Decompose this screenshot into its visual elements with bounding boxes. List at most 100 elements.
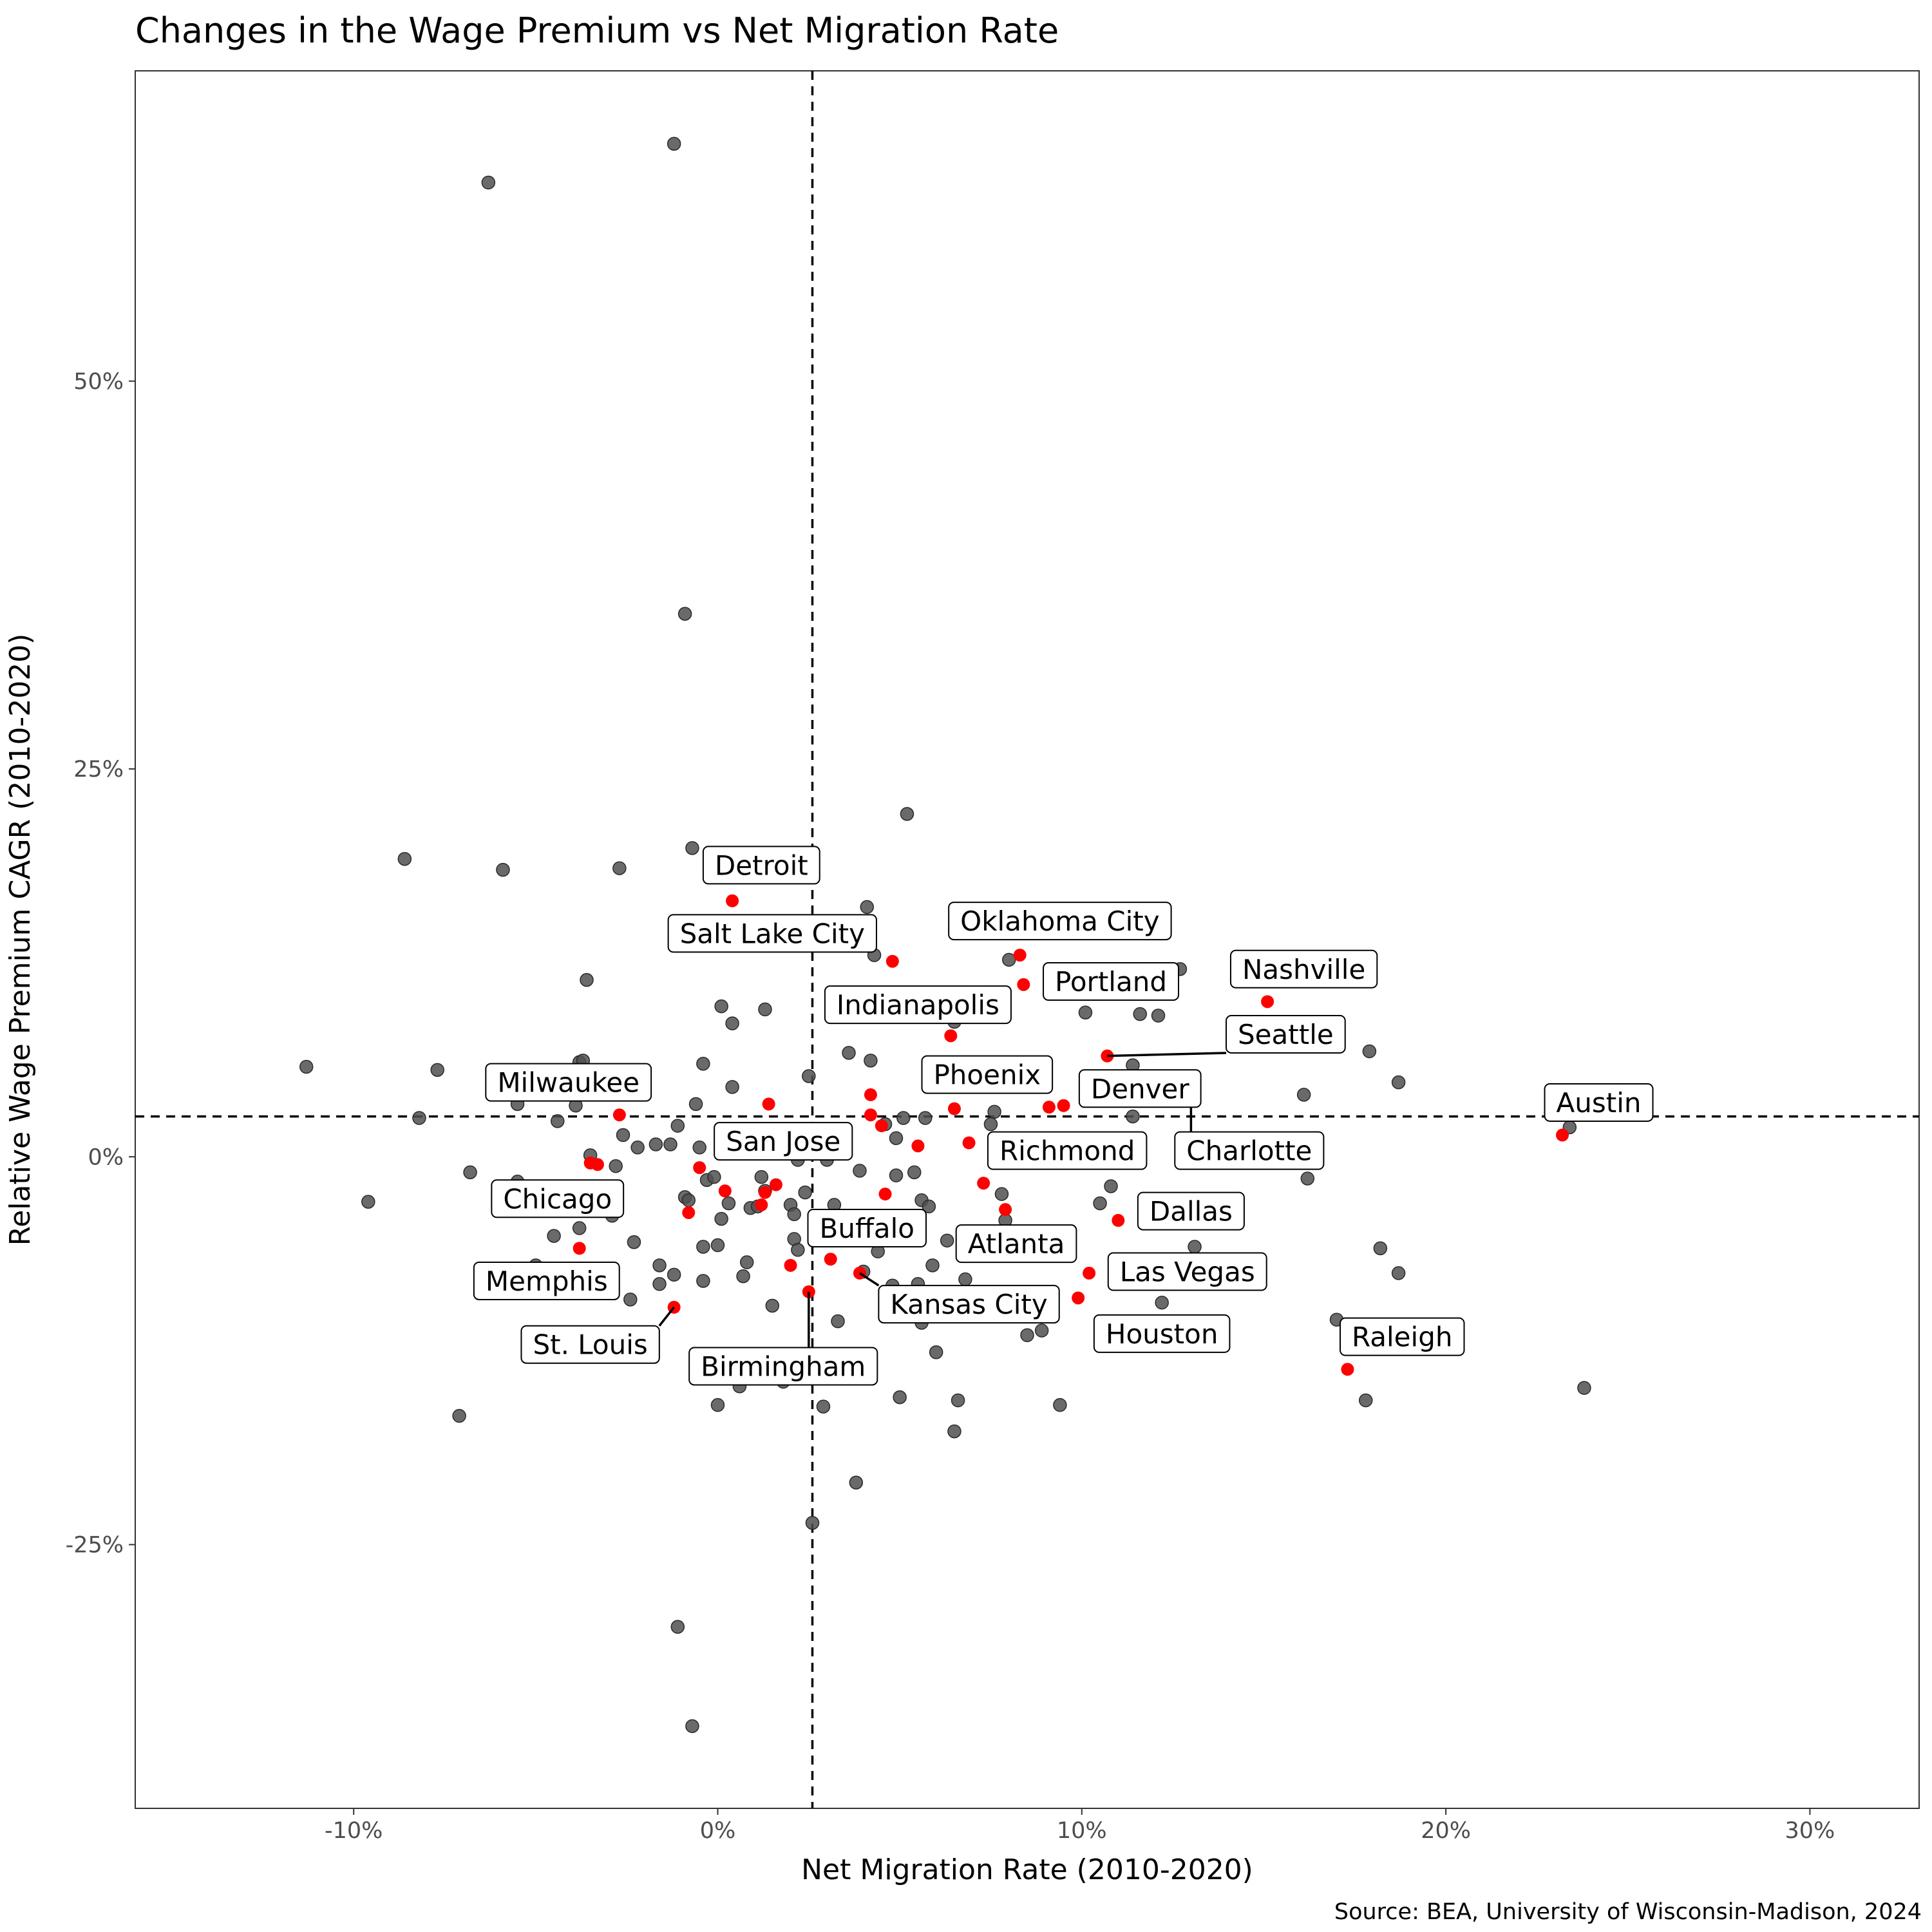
city-label: Kansas City bbox=[878, 1285, 1060, 1324]
data-point bbox=[725, 1080, 739, 1094]
label-box bbox=[1078, 1069, 1202, 1108]
data-point bbox=[649, 1137, 663, 1151]
city-label: Las Vegas bbox=[1107, 1252, 1267, 1291]
highlighted-data-point bbox=[911, 1139, 925, 1153]
data-point bbox=[736, 1269, 750, 1283]
data-point bbox=[896, 1111, 911, 1125]
city-label-text: Memphis bbox=[486, 1265, 608, 1297]
x-tick-label: 20% bbox=[1421, 1818, 1471, 1844]
highlighted-data-point bbox=[755, 1198, 768, 1211]
data-point bbox=[430, 1063, 444, 1077]
city-label-text: Phoenix bbox=[933, 1059, 1041, 1091]
data-point bbox=[893, 1390, 907, 1405]
city-label: Buffalo bbox=[807, 1209, 927, 1248]
data-point bbox=[551, 1114, 565, 1128]
data-point bbox=[889, 1168, 904, 1182]
data-point bbox=[1093, 1196, 1107, 1211]
y-tick-label: 25% bbox=[73, 757, 124, 782]
data-point bbox=[925, 1258, 940, 1273]
highlighted-data-point bbox=[784, 1258, 797, 1272]
city-label: Dallas bbox=[1137, 1191, 1245, 1231]
label-box bbox=[878, 1285, 1060, 1324]
x-axis: -10% 0% 10% 20% 30% bbox=[325, 1808, 1835, 1844]
label-box bbox=[1226, 1014, 1346, 1054]
highlighted-data-point bbox=[1556, 1128, 1569, 1142]
data-point bbox=[1078, 1005, 1093, 1019]
city-labels: Detroit Salt Lake City Oklahoma City Portla… bbox=[473, 846, 1654, 1386]
city-label-text: Buffalo bbox=[820, 1213, 914, 1244]
highlighted-data-point bbox=[573, 1242, 586, 1255]
label-box bbox=[955, 1224, 1077, 1264]
highlighted-data-point bbox=[591, 1158, 604, 1171]
data-point bbox=[940, 1233, 954, 1248]
highlighted-data-point bbox=[824, 1253, 837, 1266]
label-box bbox=[1093, 1314, 1231, 1353]
data-point bbox=[714, 1211, 728, 1226]
city-label-text: Salt Lake City bbox=[680, 918, 865, 949]
data-point bbox=[853, 1164, 867, 1178]
city-label: Salt Lake City bbox=[667, 914, 877, 953]
highlighted-data-point bbox=[878, 1188, 892, 1201]
city-label: Austin bbox=[1544, 1083, 1654, 1122]
data-point bbox=[707, 1170, 721, 1184]
data-point bbox=[397, 851, 412, 866]
data-point bbox=[1133, 1007, 1147, 1021]
data-point bbox=[481, 175, 496, 190]
y-axis-title: Relative Wage Premium CAGR (2010-2020) bbox=[4, 634, 37, 1246]
label-box bbox=[1043, 962, 1179, 1001]
y-tick-label: -25% bbox=[66, 1532, 124, 1558]
data-point bbox=[452, 1408, 466, 1423]
city-label-text: Kansas City bbox=[890, 1289, 1047, 1320]
label-box bbox=[714, 1122, 853, 1161]
city-label-text: San Jose bbox=[726, 1126, 840, 1157]
x-axis-title: Net Migration Rate (2010-2020) bbox=[801, 1853, 1253, 1886]
data-point bbox=[907, 1165, 922, 1180]
data-point bbox=[721, 1196, 736, 1211]
highlighted-data-point bbox=[758, 1186, 772, 1199]
data-point bbox=[1296, 1088, 1311, 1102]
label-box bbox=[824, 985, 1012, 1025]
city-label: Milwaukee bbox=[485, 1063, 652, 1102]
source-caption: Source: BEA, University of Wisconsin-Mad… bbox=[1334, 1899, 1922, 1925]
highlighted-data-point bbox=[864, 1108, 877, 1122]
data-point bbox=[798, 1185, 812, 1200]
data-point bbox=[947, 1424, 961, 1439]
label-box bbox=[1340, 1317, 1465, 1356]
highlighted-data-point bbox=[1017, 978, 1030, 991]
data-point bbox=[860, 900, 875, 914]
highlighted-data-point bbox=[693, 1161, 706, 1175]
city-label-text: Oklahoma City bbox=[960, 905, 1159, 937]
highlighted-data-point bbox=[1112, 1214, 1125, 1227]
data-point bbox=[1155, 1295, 1169, 1310]
city-label: Nashville bbox=[1229, 949, 1378, 989]
label-box bbox=[485, 1063, 652, 1102]
city-label-text: Richmond bbox=[999, 1135, 1135, 1167]
city-label: Denver bbox=[1078, 1069, 1202, 1108]
highlighted-data-point bbox=[1261, 995, 1274, 1009]
city-label-text: Las Vegas bbox=[1120, 1256, 1255, 1288]
data-point bbox=[1151, 1009, 1166, 1023]
label-box bbox=[688, 1347, 878, 1386]
data-point bbox=[412, 1111, 426, 1125]
plot-panel bbox=[135, 70, 1920, 1809]
data-point bbox=[547, 1229, 561, 1243]
data-point bbox=[609, 1159, 623, 1173]
city-label-text: Denver bbox=[1091, 1073, 1189, 1104]
data-point bbox=[710, 1397, 725, 1412]
data-point bbox=[652, 1277, 667, 1291]
data-point bbox=[685, 1719, 699, 1734]
data-point bbox=[1300, 1171, 1315, 1186]
data-point bbox=[692, 1141, 706, 1155]
highlighted-data-point bbox=[612, 1108, 626, 1122]
data-point bbox=[580, 972, 594, 987]
data-point bbox=[918, 1111, 933, 1125]
highlighted-data-point bbox=[1072, 1291, 1085, 1305]
leader-line bbox=[859, 1272, 880, 1287]
city-label-text: Indianapolis bbox=[837, 989, 999, 1021]
data-point bbox=[685, 841, 699, 855]
data-point bbox=[667, 1267, 681, 1282]
data-point bbox=[1358, 1393, 1373, 1408]
highlighted-data-point bbox=[769, 1178, 782, 1191]
highlighted-data-point bbox=[977, 1177, 990, 1190]
